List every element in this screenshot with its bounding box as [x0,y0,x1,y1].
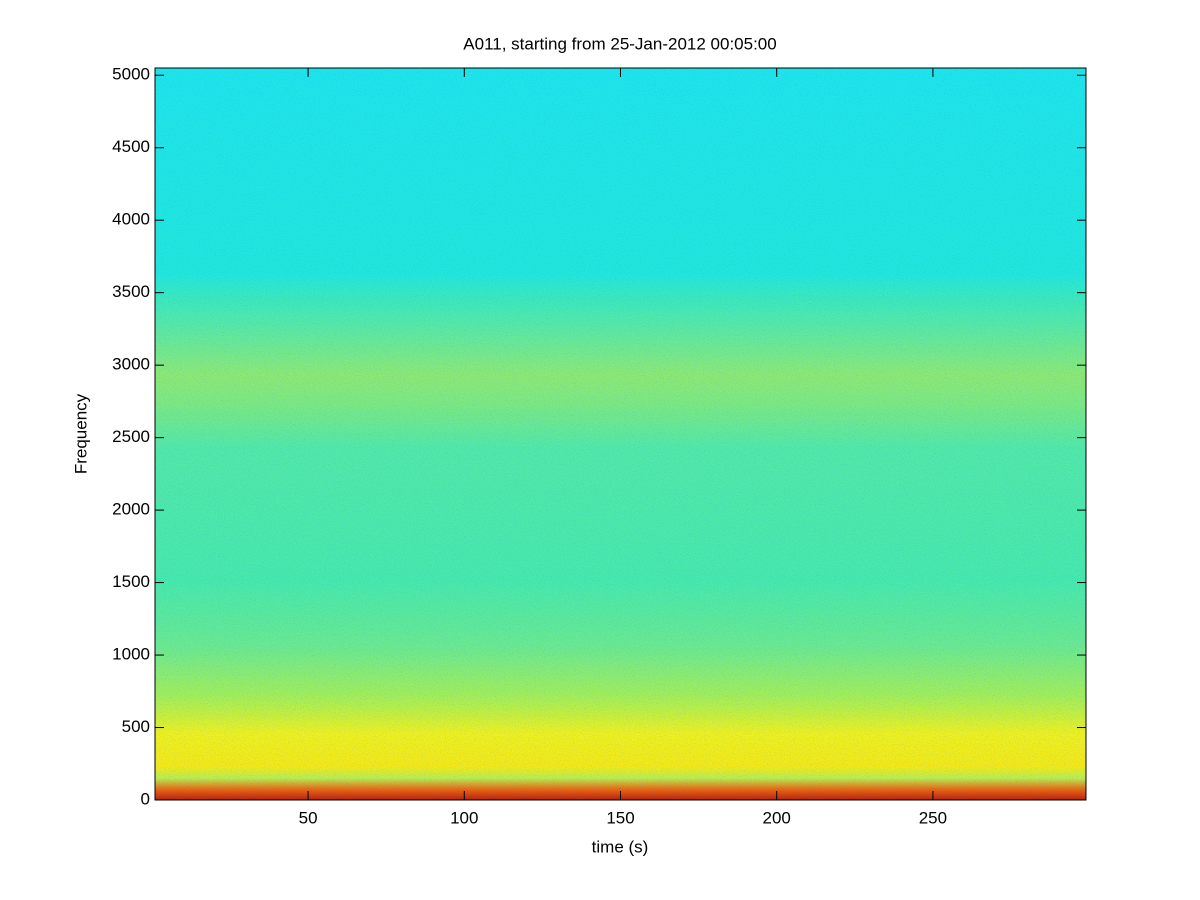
y-tick-label: 1500 [112,572,150,591]
y-tick-label: 2000 [112,500,150,519]
y-tick-label: 4000 [112,210,150,229]
spectrogram-noise [155,68,1086,800]
plot-area [154,67,1087,801]
x-axis-label: time (s) [592,837,649,856]
y-tick-label: 2500 [112,427,150,446]
x-tick-label: 150 [606,808,634,827]
y-tick-label: 3500 [112,282,150,301]
x-tick-label: 100 [450,808,478,827]
y-axis-label: Frequency [71,393,90,474]
chart-title: A011, starting from 25-Jan-2012 00:05:00 [463,34,776,53]
x-tick-label: 250 [919,808,947,827]
y-tick-label: 500 [122,717,150,736]
x-tick-label: 200 [763,808,791,827]
y-tick-label: 5000 [112,65,150,84]
y-tick-label: 1000 [112,645,150,664]
y-tick-label: 0 [141,789,150,808]
y-tick-label: 3000 [112,355,150,374]
x-tick-label: 50 [299,808,318,827]
y-tick-label: 4500 [112,137,150,156]
